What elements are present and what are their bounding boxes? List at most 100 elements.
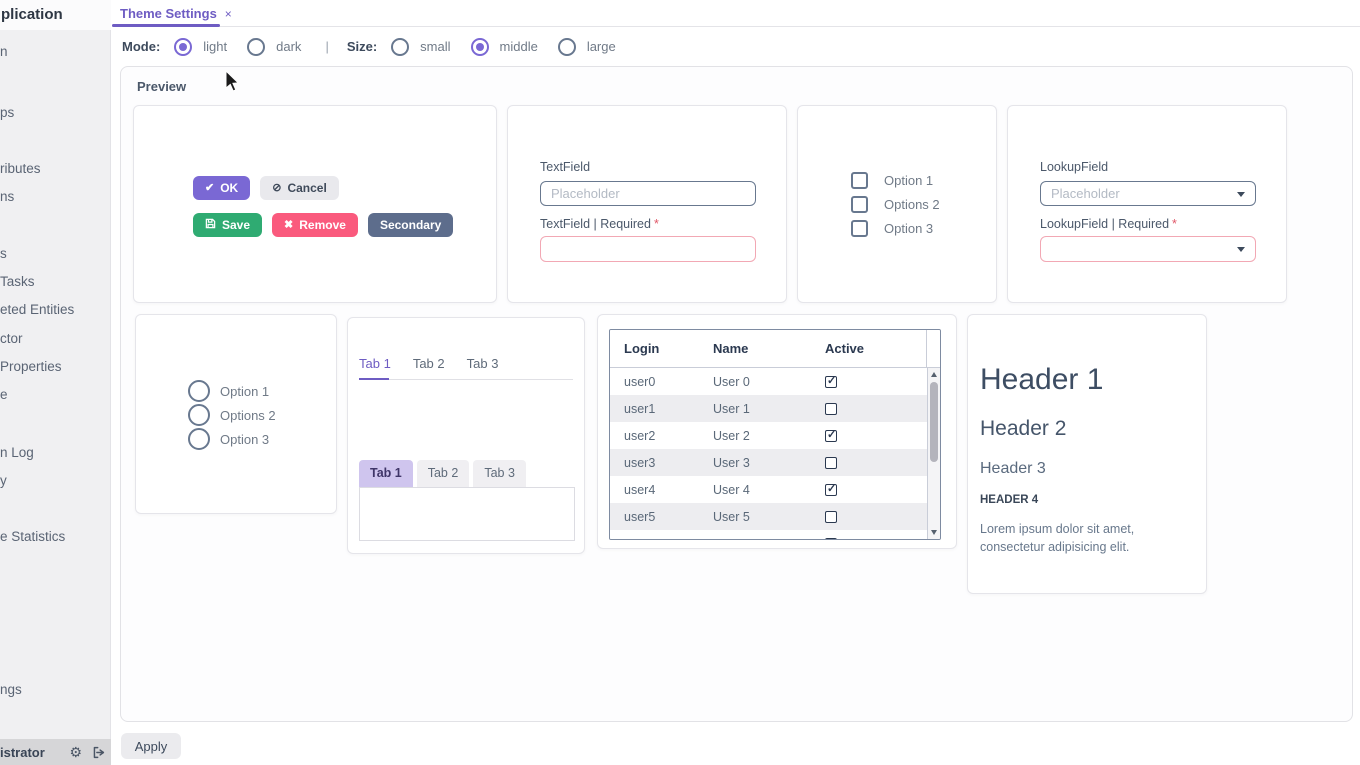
radio-option2[interactable] [188, 404, 210, 426]
sidebar-item-settings[interactable]: ngs [0, 682, 22, 697]
lookup-select[interactable]: Placeholder [1040, 181, 1256, 206]
checkbox-option2[interactable] [851, 196, 868, 213]
textfield-label: TextField [540, 160, 591, 174]
radio-option3[interactable] [188, 428, 210, 450]
preview-legend: Preview [137, 79, 187, 94]
radio-option3-label[interactable]: Option 3 [220, 431, 270, 447]
card-tabs: Tab 1 Tab 2 Tab 3 [359, 460, 573, 487]
active-checkbox[interactable] [825, 536, 837, 539]
button-row-2: Save ✖ Remove Secondary [193, 213, 454, 237]
sidebar-item[interactable]: ns [0, 189, 15, 204]
table-row[interactable]: user4 User 4 [610, 476, 927, 503]
mode-light-radio[interactable] [174, 37, 193, 56]
sidebar-item[interactable]: s [0, 246, 7, 261]
remove-button[interactable]: ✖ Remove [272, 213, 358, 237]
table-row[interactable]: user6 User 6 [610, 530, 927, 539]
checkbox-option1[interactable] [851, 172, 868, 189]
toolbar-separator: | [325, 39, 329, 54]
save-button[interactable]: Save [193, 213, 263, 237]
cancel-button[interactable]: ⊘ Cancel [260, 176, 339, 200]
size-large-radio[interactable] [557, 37, 576, 56]
table-row[interactable]: user3 User 3 [610, 449, 927, 476]
checkbox-option3-label[interactable]: Option 3 [884, 221, 934, 236]
header3-sample: Header 3 [980, 460, 1046, 477]
active-checkbox[interactable] [825, 456, 837, 469]
buttons-panel: ✔ OK ⊘ Cancel Save ✖ Remove [133, 105, 497, 303]
size-middle-radio[interactable] [470, 37, 489, 56]
radio-option: Options 2 [188, 404, 336, 426]
checkbox-option3[interactable] [851, 220, 868, 237]
scrollbar-thumb[interactable] [930, 382, 938, 462]
sidebar-item-statistics[interactable]: e Statistics [0, 529, 66, 544]
main-area: Theme Settings × Mode: light dark | Size… [112, 0, 1360, 765]
textfield-input[interactable] [540, 181, 756, 206]
sidebar-item[interactable]: n [0, 44, 8, 59]
table-row[interactable]: user1 User 1 [610, 395, 927, 422]
apply-button[interactable]: Apply [121, 733, 181, 759]
active-checkbox[interactable] [825, 374, 837, 388]
sidebar-item-properties[interactable]: Properties [0, 359, 62, 374]
column-header-active[interactable]: Active [825, 341, 865, 356]
sidebar-item[interactable]: ps [0, 105, 15, 120]
cell-login: user6 [610, 537, 713, 540]
tab-theme-settings[interactable]: Theme Settings × [112, 0, 240, 27]
radio-option1-label[interactable]: Option 1 [220, 383, 270, 399]
gear-icon[interactable]: ⚙ [69, 743, 82, 760]
card-tab-3[interactable]: Tab 3 [473, 460, 526, 487]
size-small-label[interactable]: small [420, 39, 451, 54]
active-checkbox[interactable] [825, 428, 837, 442]
scroll-down-icon[interactable] [931, 530, 937, 535]
radio-option: Option 3 [188, 428, 336, 450]
sign-out-icon[interactable] [92, 746, 105, 759]
sidebar-item[interactable]: e [0, 387, 8, 402]
lookup-required-select[interactable] [1040, 236, 1256, 262]
table-row[interactable]: user0 User 0 [610, 368, 927, 395]
active-checkbox[interactable] [825, 482, 837, 496]
mode-dark-label[interactable]: dark [276, 39, 302, 54]
theme-toolbar: Mode: light dark | Size: small middle la… [112, 28, 1360, 65]
line-tab-2[interactable]: Tab 2 [412, 356, 445, 371]
sidebar-item-deleted-entities[interactable]: eted Entities [0, 302, 75, 317]
size-small-radio[interactable] [391, 37, 410, 56]
radio-option: Option 1 [188, 380, 336, 402]
card-tab-2[interactable]: Tab 2 [416, 460, 470, 487]
sidebar-item[interactable]: ctor [0, 331, 23, 346]
line-tab-3[interactable]: Tab 3 [466, 356, 499, 371]
check-icon: ✔ [205, 181, 215, 194]
column-header-login[interactable]: Login [624, 341, 660, 356]
vertical-scrollbar[interactable] [927, 368, 940, 539]
radio-option2-label[interactable]: Options 2 [220, 407, 276, 423]
mode-dark-radio[interactable] [247, 37, 266, 56]
close-icon[interactable]: × [224, 6, 232, 21]
size-large-label[interactable]: large [586, 39, 616, 54]
header4-sample: HEADER 4 [980, 494, 1039, 506]
sidebar: plication n ps ributes ns s Tasks eted E… [0, 0, 111, 765]
secondary-button-label: Secondary [379, 218, 442, 232]
textfield-required-input[interactable] [540, 236, 756, 262]
secondary-button[interactable]: Secondary [367, 213, 454, 237]
card-tab-1[interactable]: Tab 1 [359, 460, 413, 487]
table-row[interactable]: user5 User 5 [610, 503, 927, 530]
sidebar-item-tasks[interactable]: Tasks [0, 274, 35, 289]
line-tab-1[interactable]: Tab 1 [359, 356, 391, 371]
radio-option1[interactable] [188, 380, 210, 402]
active-checkbox[interactable] [825, 402, 837, 415]
x-icon: ✖ [284, 218, 294, 231]
column-header-name[interactable]: Name [713, 341, 749, 356]
sidebar-item[interactable]: ributes [0, 161, 41, 176]
size-middle-label[interactable]: middle [499, 39, 538, 54]
sidebar-item-log[interactable]: n Log [0, 445, 34, 460]
cell-name: User 4 [713, 482, 750, 497]
save-button-label: Save [222, 218, 251, 232]
lookup-panel: LookupField Placeholder LookupField | Re… [1007, 105, 1287, 303]
checkbox-option2-label[interactable]: Options 2 [884, 197, 940, 212]
table-row[interactable]: user2 User 2 [610, 422, 927, 449]
checkbox-option1-label[interactable]: Option 1 [884, 173, 934, 188]
active-checkbox[interactable] [825, 510, 837, 523]
ok-button[interactable]: ✔ OK [193, 176, 251, 200]
header1-sample: Header 1 [980, 363, 1104, 396]
header2-sample: Header 2 [980, 417, 1067, 440]
mode-light-label[interactable]: light [203, 39, 228, 54]
scroll-up-icon[interactable] [931, 372, 937, 377]
sidebar-item[interactable]: y [0, 473, 7, 488]
